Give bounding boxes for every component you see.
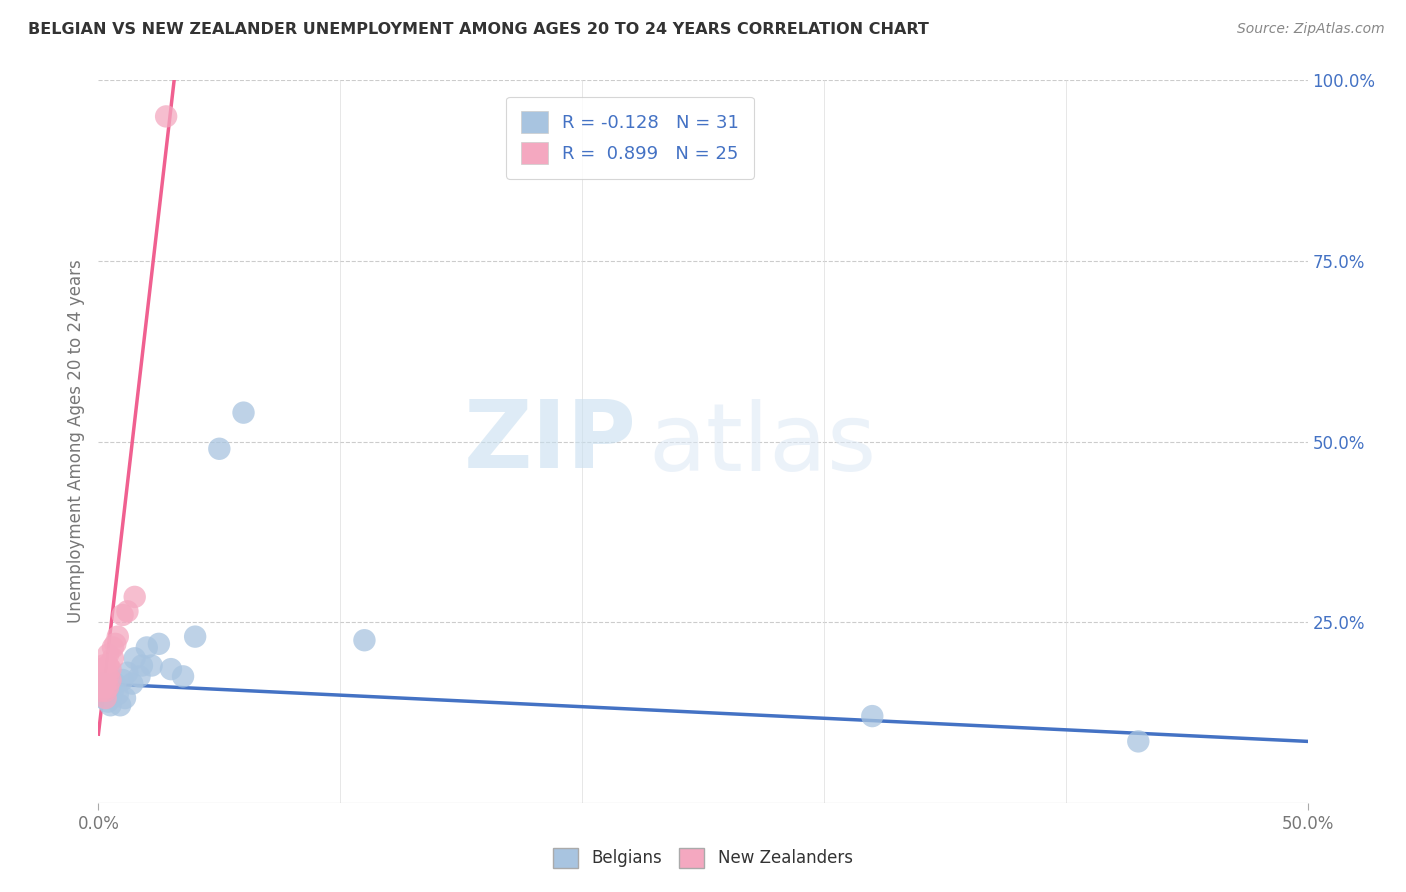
Point xyxy=(94,683,117,698)
Point xyxy=(232,406,254,420)
Point xyxy=(124,590,146,604)
Text: ZIP: ZIP xyxy=(464,395,637,488)
Point xyxy=(94,676,117,690)
Point xyxy=(124,651,146,665)
Point xyxy=(97,695,120,709)
Point xyxy=(108,698,131,713)
Point xyxy=(101,651,124,665)
Point xyxy=(131,658,153,673)
Point xyxy=(97,658,120,673)
Point xyxy=(91,658,114,673)
Text: atlas: atlas xyxy=(648,399,877,491)
Point xyxy=(94,691,117,706)
Point xyxy=(101,683,124,698)
Point xyxy=(114,691,136,706)
Point xyxy=(107,687,129,701)
Point xyxy=(208,442,231,456)
Point xyxy=(97,680,120,694)
Point xyxy=(353,633,375,648)
Legend: Belgians, New Zealanders: Belgians, New Zealanders xyxy=(547,841,859,875)
Point xyxy=(91,669,114,683)
Legend: R = -0.128   N = 31, R =  0.899   N = 25: R = -0.128 N = 31, R = 0.899 N = 25 xyxy=(506,96,754,178)
Point xyxy=(94,669,117,683)
Point xyxy=(107,630,129,644)
Point xyxy=(100,691,122,706)
Point xyxy=(94,687,117,701)
Point xyxy=(94,680,117,694)
Point xyxy=(91,680,114,694)
Point xyxy=(184,630,207,644)
Point xyxy=(111,673,134,687)
Point xyxy=(90,673,112,687)
Point xyxy=(100,662,122,676)
Y-axis label: Unemployment Among Ages 20 to 24 years: Unemployment Among Ages 20 to 24 years xyxy=(66,260,84,624)
Text: BELGIAN VS NEW ZEALANDER UNEMPLOYMENT AMONG AGES 20 TO 24 YEARS CORRELATION CHAR: BELGIAN VS NEW ZEALANDER UNEMPLOYMENT AM… xyxy=(28,22,929,37)
Point xyxy=(90,683,112,698)
Point xyxy=(100,673,122,687)
Point xyxy=(94,662,117,676)
Point xyxy=(97,648,120,662)
Point xyxy=(135,640,157,655)
Point xyxy=(97,669,120,683)
Point xyxy=(117,604,139,618)
Point xyxy=(90,662,112,676)
Point xyxy=(141,658,163,673)
Point xyxy=(121,676,143,690)
Point xyxy=(160,662,183,676)
Point xyxy=(1128,734,1150,748)
Point xyxy=(172,669,194,683)
Point xyxy=(91,676,114,690)
Point xyxy=(117,665,139,680)
Point xyxy=(128,669,150,683)
Point xyxy=(90,683,112,698)
Point xyxy=(97,683,120,698)
Point xyxy=(101,640,124,655)
Point xyxy=(860,709,883,723)
Point xyxy=(148,637,170,651)
Point xyxy=(155,110,177,124)
Text: Source: ZipAtlas.com: Source: ZipAtlas.com xyxy=(1237,22,1385,37)
Point xyxy=(104,676,127,690)
Point xyxy=(100,698,122,713)
Point xyxy=(111,607,134,622)
Point xyxy=(104,637,127,651)
Point xyxy=(91,691,114,706)
